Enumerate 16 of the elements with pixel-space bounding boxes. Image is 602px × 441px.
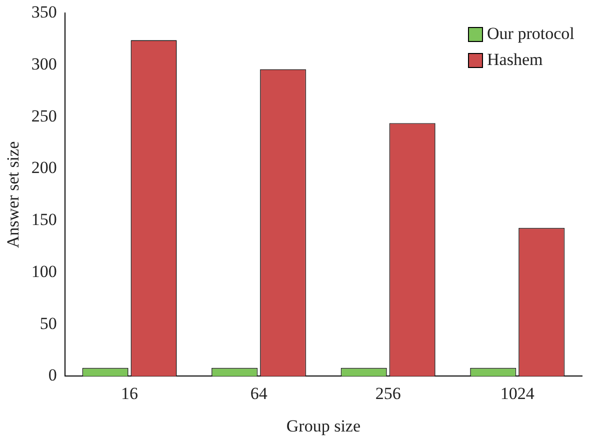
x-tick-label: 256 xyxy=(375,384,401,403)
y-tick-label: 200 xyxy=(31,158,57,178)
y-tick-label: 250 xyxy=(31,106,57,126)
legend-label: Our protocol xyxy=(487,23,574,46)
x-tick-label: 64 xyxy=(250,384,268,403)
y-axis-title: Answer set size xyxy=(4,141,23,248)
y-tick-label: 350 xyxy=(31,2,57,22)
y-tick-label: 50 xyxy=(40,314,57,333)
x-tick-label: 1024 xyxy=(500,384,535,403)
y-tick-label: 300 xyxy=(31,54,57,74)
y-tick-label: 150 xyxy=(31,210,57,230)
y-tick-label: 0 xyxy=(48,366,57,385)
x-axis-title: Group size xyxy=(286,416,361,436)
y-tick-label: 100 xyxy=(31,262,57,281)
legend-label: Hashem xyxy=(487,49,543,72)
x-tick-label: 16 xyxy=(121,384,138,403)
